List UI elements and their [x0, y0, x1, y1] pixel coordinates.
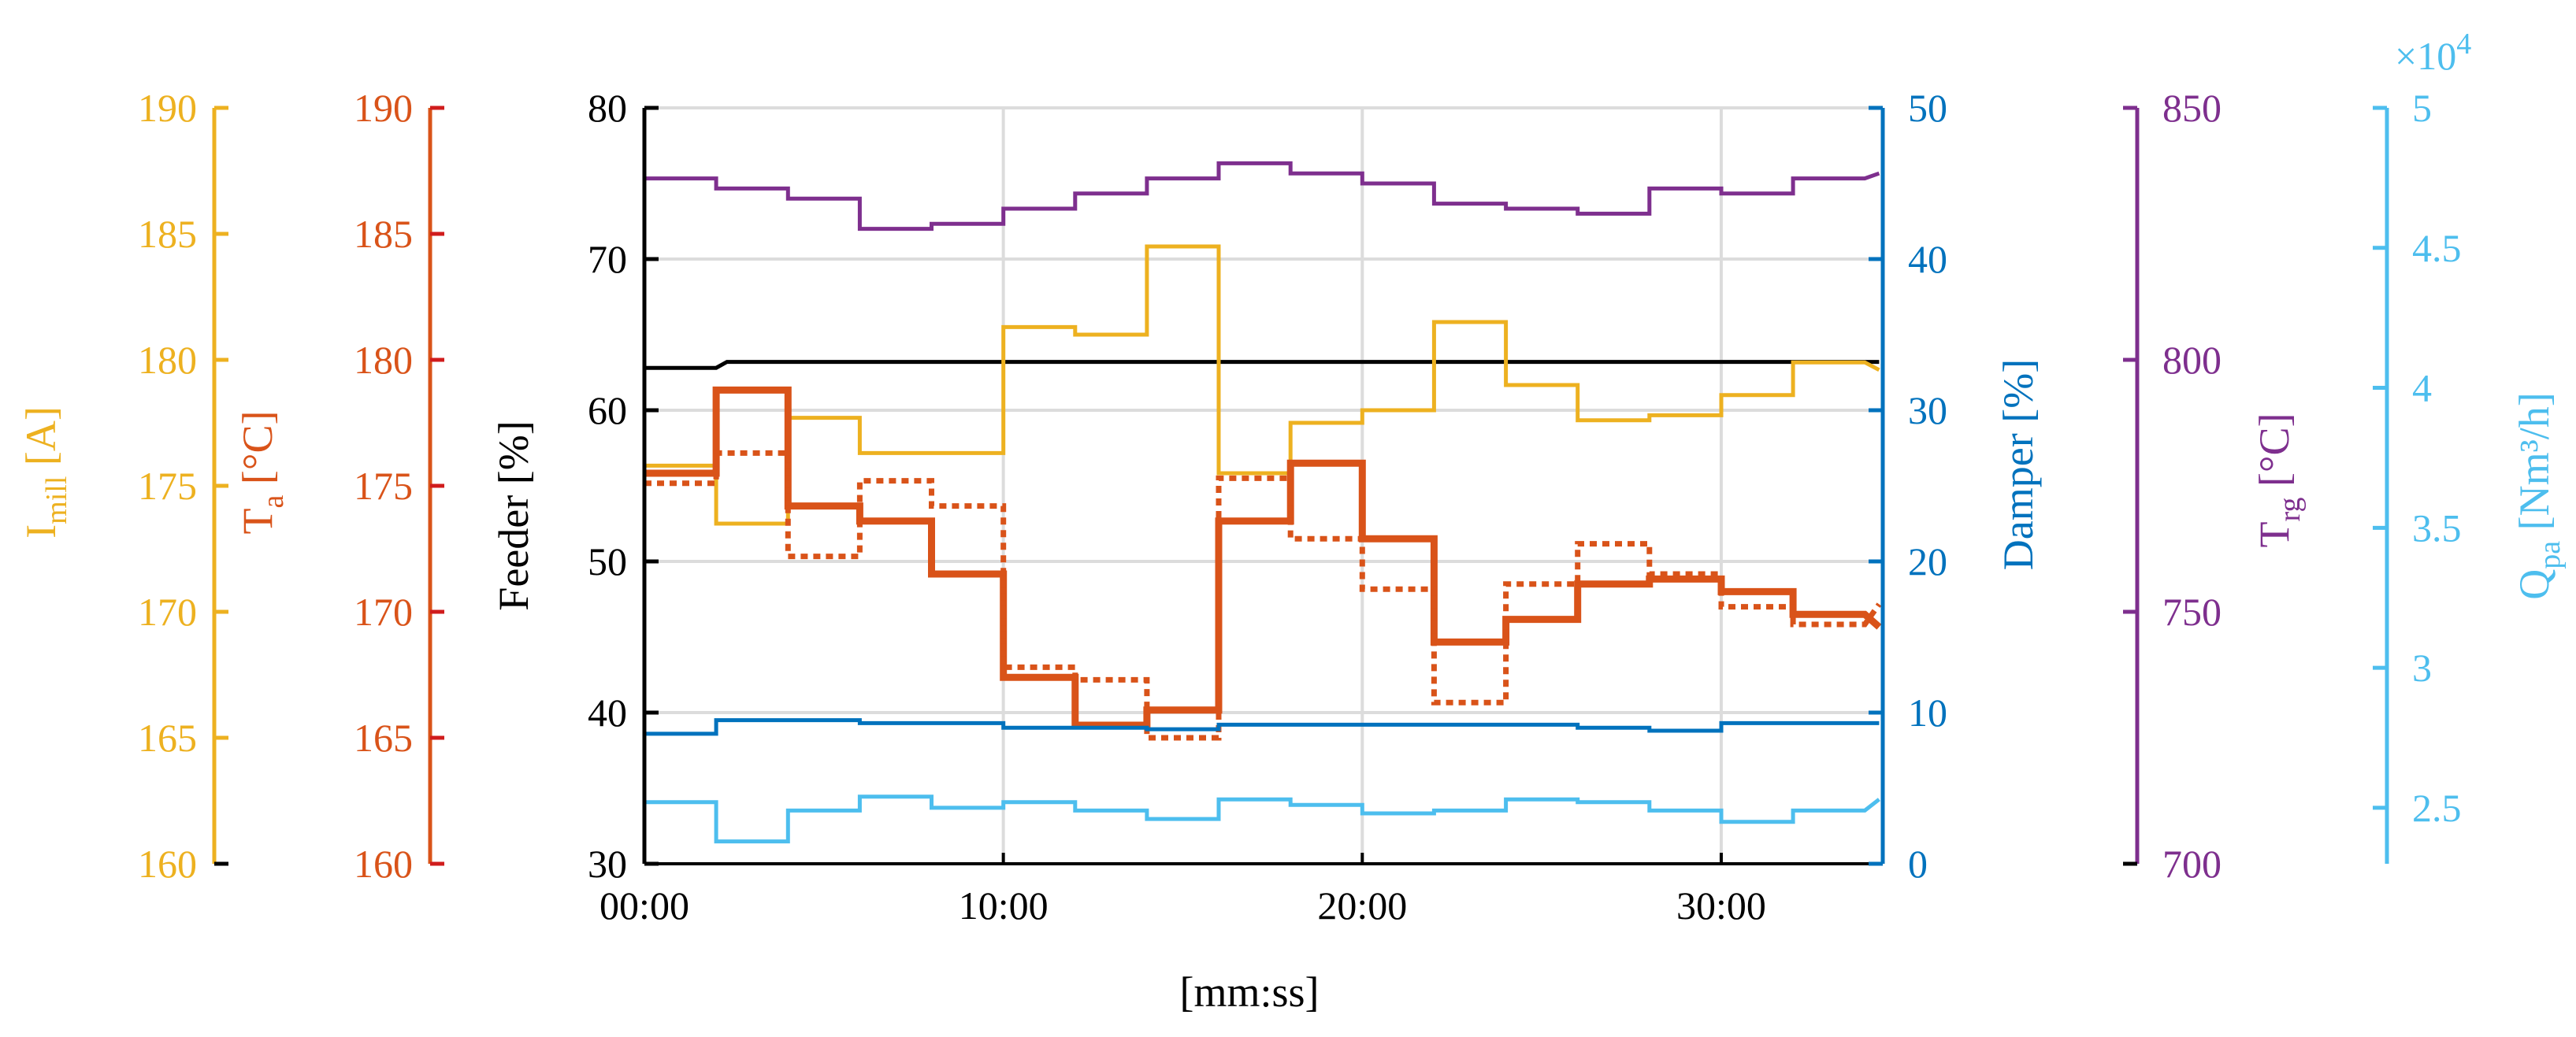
trg-tick-label-1: 750: [2162, 590, 2222, 634]
qpa-exponent-prefix: ×10: [2395, 34, 2456, 78]
imill-tick-label-0: 160: [138, 842, 197, 886]
imill-label-unit: [A]: [17, 406, 65, 476]
axis-labels: [mm:ss] Feeder [%] Damper [%] Imill [A] …: [17, 28, 2567, 1016]
x-tick-label-1: 10:00: [959, 883, 1049, 928]
damper-tick-label-0: 0: [1908, 842, 1928, 886]
qpa-tick-label-0: 2.5: [2412, 786, 2462, 830]
imill-label-main: I: [17, 524, 65, 539]
imill-label-sub: mill: [40, 476, 73, 524]
feeder-tick-label-3: 60: [588, 388, 627, 432]
series-line-feeder-solid-1: [644, 360, 1880, 370]
qpa-tick-label-1: 3: [2412, 646, 2432, 690]
series-line-ta-dotted-4: [644, 450, 1882, 741]
damper-tick-label-2: 20: [1908, 539, 1947, 583]
ta-tick-label-5: 185: [354, 212, 413, 256]
imill-tick-label-3: 175: [138, 464, 197, 508]
imill-tick-label-5: 185: [138, 212, 197, 256]
x-tick-label-3: 30:00: [1676, 883, 1766, 928]
damper-tick-label-1: 10: [1908, 691, 1947, 735]
qpa-tick-label-3: 4: [2412, 366, 2432, 410]
feeder-tick-label-4: 70: [588, 237, 627, 281]
qpa-axis-label: Qpa [Nm³/h]: [2511, 392, 2567, 600]
trg-tick-label-2: 800: [2162, 338, 2222, 382]
imill-tick-label-1: 165: [138, 716, 197, 760]
feeder-tick-label-2: 50: [588, 539, 627, 583]
imill-tick-label-6: 190: [138, 86, 197, 130]
trg-label-main: T: [2251, 522, 2298, 548]
feeder-tick-label-1: 40: [588, 691, 627, 735]
damper-tick-label-5: 50: [1908, 86, 1947, 130]
ta-label-sub: a: [257, 494, 290, 508]
ta-label-unit: [°C]: [234, 411, 281, 495]
series-line-trg-solid-0: [644, 161, 1880, 231]
x-tick-label-2: 20:00: [1317, 883, 1407, 928]
ta-tick-label-1: 165: [354, 716, 413, 760]
qpa-tick-label-2: 3.5: [2412, 506, 2462, 550]
series-line-imill-solid-2: [644, 244, 1880, 526]
ta-tick-label-4: 180: [354, 338, 413, 382]
qpa-label-sub: pa: [2533, 541, 2567, 569]
imill-axis-label: Imill [A]: [17, 406, 73, 539]
trg-axis-label: Trg [°C]: [2251, 413, 2307, 547]
trg-tick-label-3: 850: [2162, 86, 2222, 130]
qpa-label-main: Q: [2511, 569, 2558, 600]
qpa-exponent: ×104: [2395, 28, 2471, 78]
damper-axis-label: Damper [%]: [1995, 359, 2042, 570]
ta-tick-label-2: 170: [354, 590, 413, 634]
series-line-qpa-solid-6: [644, 794, 1880, 844]
x-axis-label: [mm:ss]: [1179, 968, 1319, 1016]
imill-tick-label-4: 180: [138, 338, 197, 382]
ta-tick-label-0: 160: [354, 842, 413, 886]
trg-label-sub: rg: [2273, 498, 2307, 522]
imill-tick-label-2: 170: [138, 590, 197, 634]
series-lines: [644, 161, 1882, 844]
damper-tick-label-4: 40: [1908, 237, 1947, 281]
ta-axis-label: Ta [°C]: [234, 411, 290, 535]
qpa-label-unit: [Nm³/h]: [2511, 392, 2558, 541]
ta-tick-label-3: 175: [354, 464, 413, 508]
x-tick-label-0: 00:00: [599, 883, 689, 928]
axes: 00:00 10:00 20:00 30:0030405060708001020304…: [138, 86, 2462, 928]
qpa-exponent-power: 4: [2456, 28, 2471, 61]
qpa-tick-label-5: 5: [2412, 86, 2432, 130]
series-line-damper-solid-5: [644, 718, 1880, 736]
ta-tick-label-6: 190: [354, 86, 413, 130]
feeder-axis-label: Feeder [%]: [490, 420, 537, 610]
feeder-tick-label-0: 30: [588, 842, 627, 886]
qpa-tick-label-4: 4.5: [2412, 226, 2462, 270]
grid-lines: [643, 106, 1883, 865]
feeder-tick-label-5: 80: [588, 86, 627, 130]
damper-tick-label-3: 30: [1908, 388, 1947, 432]
ta-label-main: T: [234, 508, 281, 534]
trg-label-unit: [°C]: [2251, 413, 2298, 497]
trg-tick-label-0: 700: [2162, 842, 2222, 886]
